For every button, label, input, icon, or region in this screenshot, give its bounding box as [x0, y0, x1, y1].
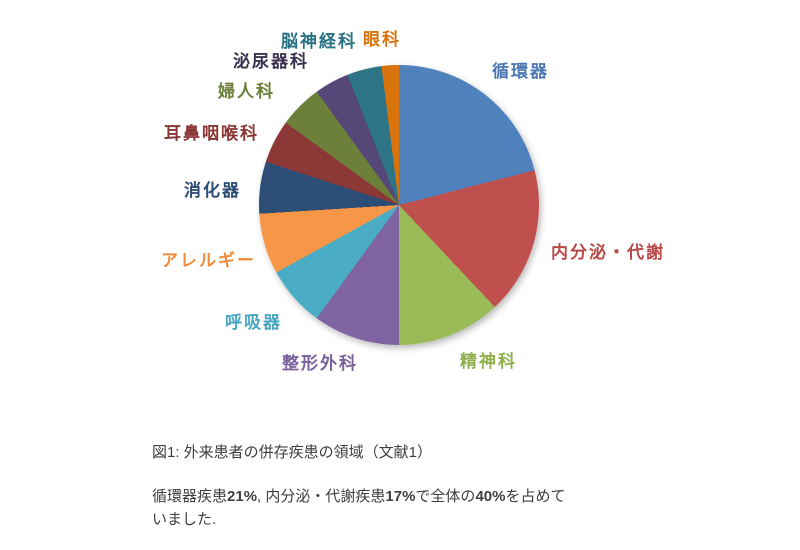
- summary-part3: で全体の: [415, 488, 476, 505]
- summary-pct-total: 40%: [475, 488, 506, 505]
- summary-part4: を占めて: [505, 488, 566, 505]
- figure-caption: 図1: 外来患者の併存疾患の領域（文献1）: [152, 444, 433, 461]
- slice-label-psychiatry: 精神科: [460, 352, 517, 371]
- summary-part2: , 内分泌・代謝疾患: [257, 488, 386, 505]
- slice-label-urology: 泌尿器科: [233, 52, 309, 71]
- pie-chart: [259, 65, 539, 345]
- slice-label-respiratory: 呼吸器: [225, 313, 282, 332]
- summary-line2: いました.: [152, 511, 217, 528]
- slice-label-neurology: 脳神経科: [281, 32, 357, 51]
- summary-pct-endocrine: 17%: [385, 488, 416, 505]
- slice-label-ophthalmology: 眼科: [363, 30, 401, 49]
- slice-label-circulatory: 循環器: [492, 62, 549, 81]
- slice-label-gynecology: 婦人科: [218, 82, 275, 101]
- slice-label-otolaryngology: 耳鼻咽喉科: [164, 124, 259, 143]
- slice-label-orthopedics: 整形外科: [282, 354, 358, 373]
- slice-label-gastroenterology: 消化器: [184, 181, 241, 200]
- slice-label-allergy: アレルギー: [161, 251, 256, 270]
- summary-part1: 循環器疾患: [152, 488, 228, 505]
- summary-pct-circulatory: 21%: [227, 488, 258, 505]
- slice-label-endocrine-metabolism: 内分泌・代謝: [551, 243, 665, 262]
- summary-text: 循環器疾患21%, 内分泌・代謝疾患17%で全体の40%を占めて いました.: [152, 485, 692, 531]
